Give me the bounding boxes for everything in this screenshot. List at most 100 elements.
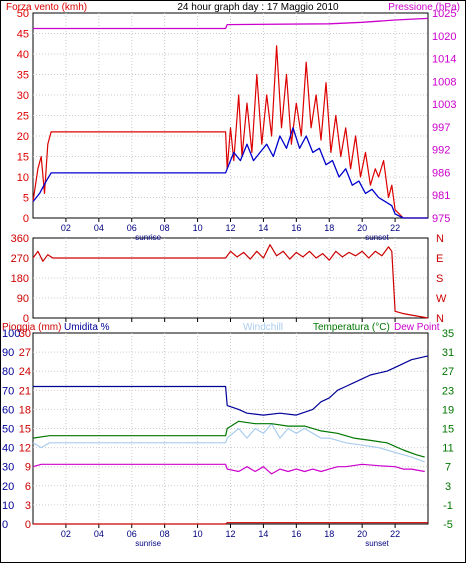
- direction-tick-label: 180: [11, 273, 29, 285]
- wind_speed-line: [32, 45, 428, 219]
- x-tick-label: 12: [225, 223, 235, 233]
- sunset-label: sunset: [365, 233, 389, 242]
- x-tick-label: 02: [61, 529, 71, 539]
- rain-axis-title: Pioggia (mm): [2, 322, 61, 333]
- wind_avg-line: [32, 127, 428, 219]
- compass-tick-label: E: [436, 253, 443, 265]
- temperature-axis-title: Temperatura (°C): [313, 322, 390, 333]
- dewpoint-line: [32, 463, 425, 475]
- x-tick-label: 20: [357, 529, 367, 539]
- wind-tick-label: 25: [17, 111, 29, 123]
- humidity-tick-label: 30: [2, 462, 14, 474]
- windchill-label: Windchill: [243, 322, 283, 333]
- direction-line: [32, 244, 429, 319]
- humidity-tick-label: 100: [2, 328, 20, 340]
- wind-tick-label: 50: [17, 8, 29, 20]
- temperature-tick-label: 31: [442, 347, 454, 359]
- rain-tick-label: 6: [25, 481, 31, 493]
- temperature-tick-label: 27: [442, 366, 454, 378]
- rain-tick-label: 27: [19, 347, 31, 359]
- x-tick-label: 02: [61, 223, 71, 233]
- x-tick-label: 14: [258, 529, 268, 539]
- x-tick-label: 16: [291, 223, 301, 233]
- sunset-label: sunset: [365, 539, 389, 548]
- x-tick-label: 04: [94, 223, 104, 233]
- x-tick-label: 22: [390, 529, 400, 539]
- temperature-line: [32, 420, 425, 458]
- humidity-tick-label: 10: [2, 500, 14, 512]
- windchill-line: [32, 423, 425, 463]
- pressure-line: [33, 17, 429, 30]
- humidity-tick-label: 60: [2, 404, 14, 416]
- x-tick-label: 10: [193, 529, 203, 539]
- x-tick-label: 18: [324, 529, 334, 539]
- rain-line: [33, 522, 428, 525]
- x-tick-label: 08: [160, 223, 170, 233]
- direction-tick-label: 270: [11, 253, 29, 265]
- rain-tick-label: 24: [19, 366, 31, 378]
- x-tick-label: 04: [94, 529, 104, 539]
- rain-tick-label: 12: [19, 443, 31, 455]
- x-tick-label: 20: [357, 223, 367, 233]
- humidity-line: [33, 355, 429, 416]
- temperature-tick-label: 23: [442, 385, 454, 397]
- pressure-tick-label: 1020: [432, 31, 456, 43]
- rain-tick-label: 18: [19, 404, 31, 416]
- wind-tick-label: 0: [23, 213, 29, 225]
- wind-tick-label: 30: [17, 90, 29, 102]
- temperature-tick-label: 7: [445, 462, 451, 474]
- pressure-tick-label: 986: [432, 167, 450, 179]
- wind-tick-label: 40: [17, 49, 29, 61]
- pressure-tick-label: 1008: [432, 76, 456, 88]
- pressure-axis-title: Pressione (hPa): [388, 2, 460, 13]
- rain-tick-label: 3: [25, 500, 31, 512]
- dewpoint-label: Dew Point: [394, 322, 440, 333]
- rain-tick-label: 0: [25, 519, 31, 531]
- x-tick-label: 06: [127, 529, 137, 539]
- rain-tick-label: 21: [19, 385, 31, 397]
- chart-title: 24 hour graph day : 17 Maggio 2010: [177, 2, 339, 13]
- pressure-tick-label: 1014: [432, 54, 456, 66]
- temperature-tick-label: -1: [443, 500, 453, 512]
- pressure-tick-label: 981: [432, 190, 450, 202]
- wind-tick-label: 35: [17, 70, 29, 82]
- direction-tick-label: 90: [17, 293, 29, 305]
- humidity-tick-label: 90: [2, 347, 14, 359]
- x-tick-label: 06: [127, 223, 137, 233]
- temperature-tick-label: 15: [442, 424, 454, 436]
- wind-tick-label: 5: [23, 193, 29, 205]
- pressure-tick-label: 1025: [432, 8, 456, 20]
- temperature-tick-label: 3: [445, 481, 451, 493]
- wind-tick-label: 15: [17, 152, 29, 164]
- humidity-tick-label: 40: [2, 443, 14, 455]
- pressure-tick-label: 997: [432, 122, 450, 134]
- compass-tick-label: N: [436, 233, 444, 245]
- rain-tick-label: 30: [19, 328, 31, 340]
- temperature-tick-label: 11: [442, 443, 453, 455]
- direction-tick-label: 360: [11, 233, 29, 245]
- wind-axis-title: Forza vento (kmh): [6, 2, 87, 13]
- compass-tick-label: W: [436, 293, 447, 305]
- humidity-tick-label: 0: [2, 519, 8, 531]
- compass-tick-label: N: [436, 313, 444, 325]
- temperature-tick-label: 19: [442, 404, 454, 416]
- sunrise-label: sunrise: [135, 539, 161, 548]
- temperature-tick-label: -5: [443, 519, 453, 531]
- x-tick-label: 08: [160, 529, 170, 539]
- rain-tick-label: 15: [19, 424, 31, 436]
- x-tick-label: 14: [258, 223, 268, 233]
- compass-tick-label: S: [436, 273, 443, 285]
- x-tick-label: 12: [225, 529, 235, 539]
- direction-tick-label: 0: [23, 313, 29, 325]
- pressure-tick-label: 1003: [432, 99, 456, 111]
- humidity-tick-label: 70: [2, 385, 14, 397]
- x-tick-label: 10: [193, 223, 203, 233]
- humidity-tick-label: 80: [2, 366, 14, 378]
- x-tick-label: 16: [291, 529, 301, 539]
- humidity-tick-label: 20: [2, 481, 14, 493]
- pressure-tick-label: 975: [432, 213, 450, 225]
- wind-tick-label: 10: [17, 172, 29, 184]
- wind-tick-label: 20: [17, 131, 29, 143]
